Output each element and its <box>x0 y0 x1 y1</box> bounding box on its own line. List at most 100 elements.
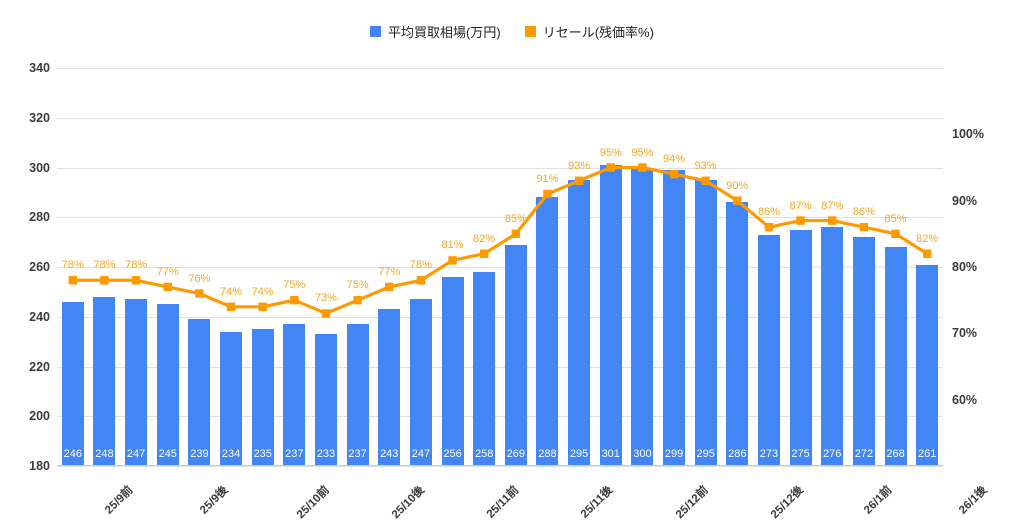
bar[interactable] <box>283 324 306 466</box>
line-marker[interactable] <box>131 276 141 285</box>
legend-item-line-series[interactable]: リセール(残価率%) <box>524 22 654 41</box>
bar[interactable] <box>821 227 844 466</box>
legend-item-bar-series[interactable]: 平均買取相場(万円) <box>370 22 501 41</box>
line-marker[interactable] <box>195 289 204 298</box>
line-value-label: 95% <box>631 146 654 159</box>
bar[interactable] <box>93 296 116 466</box>
line-marker[interactable] <box>479 249 489 258</box>
gridline <box>57 217 943 219</box>
bar[interactable] <box>473 271 496 466</box>
bar[interactable] <box>757 234 780 466</box>
bar[interactable] <box>125 299 148 466</box>
bar[interactable] <box>156 304 179 466</box>
line-marker[interactable] <box>669 169 679 179</box>
y-axis-right-tick: 100% <box>952 127 984 142</box>
bar-value-label: 288 <box>538 448 557 460</box>
line-marker[interactable] <box>701 176 710 185</box>
bar[interactable] <box>884 247 907 466</box>
bar[interactable] <box>852 237 875 466</box>
bar[interactable] <box>61 301 84 466</box>
line-marker[interactable] <box>891 229 900 239</box>
gridline <box>57 316 943 318</box>
bar[interactable] <box>789 229 812 466</box>
bar-value-label: 243 <box>380 448 399 460</box>
bar[interactable] <box>568 179 591 466</box>
line-marker[interactable] <box>828 216 837 225</box>
line-marker[interactable] <box>922 249 932 258</box>
bar[interactable] <box>251 329 274 466</box>
bar[interactable] <box>188 319 211 466</box>
line-value-label: 73% <box>314 292 337 305</box>
y-axis-left-tick: 340 <box>29 61 50 75</box>
x-axis-tick-label: 25/10前 <box>294 484 332 522</box>
bar[interactable] <box>694 179 717 466</box>
line-marker[interactable] <box>511 229 521 239</box>
bar-value-label: 261 <box>917 448 937 460</box>
bar-value-label: 268 <box>886 448 905 460</box>
y-axis-left-tick: 220 <box>29 359 50 374</box>
bar[interactable] <box>409 299 432 466</box>
bar[interactable] <box>599 165 622 466</box>
line-marker[interactable] <box>321 309 331 318</box>
line-marker[interactable] <box>733 196 742 205</box>
line-marker[interactable] <box>574 176 584 185</box>
x-axis-tick-label: 25/9後 <box>197 484 231 517</box>
y-axis-right-tick: 80% <box>952 260 978 274</box>
bar-value-label: 301 <box>601 448 620 460</box>
line-marker[interactable] <box>859 223 869 232</box>
line-marker[interactable] <box>163 282 172 292</box>
line-marker[interactable] <box>258 302 267 311</box>
line-marker[interactable] <box>796 216 805 225</box>
bar[interactable] <box>346 324 369 466</box>
bar-value-label: 239 <box>190 448 209 460</box>
line-series-layer: 78% 78% 78% 77% 76% 74% 74% 75% 73% 75% 77% 78% 81% 8… <box>57 68 943 466</box>
gridline <box>57 68 943 69</box>
y-axis-left-tick: 260 <box>29 260 50 274</box>
bar[interactable] <box>441 276 464 466</box>
line-marker[interactable] <box>226 302 236 311</box>
bar[interactable] <box>916 264 939 466</box>
bar[interactable] <box>378 309 401 466</box>
x-axis-tick-label: 25/11後 <box>579 484 616 521</box>
y-axis-left-tick: 180 <box>29 459 50 473</box>
line-marker[interactable] <box>68 276 78 285</box>
line-marker[interactable] <box>353 295 362 305</box>
line-value-label: 85% <box>884 212 907 225</box>
line-marker[interactable] <box>606 163 615 172</box>
legend-swatch-orange <box>524 26 536 37</box>
line-marker[interactable] <box>100 276 109 285</box>
bar-value-label: 256 <box>443 448 462 460</box>
line-marker[interactable] <box>543 189 552 199</box>
bar-value-label: 247 <box>411 448 431 460</box>
line-marker[interactable] <box>416 276 426 285</box>
bar[interactable] <box>314 334 337 466</box>
bar[interactable] <box>726 202 749 466</box>
line-path-svg <box>68 163 932 318</box>
bar-value-label: 248 <box>95 448 114 460</box>
bar-value-label: 235 <box>253 448 272 460</box>
bar[interactable] <box>631 167 654 466</box>
x-axis-tick-label: 25/12前 <box>674 484 712 522</box>
gridline <box>57 167 943 169</box>
bar-value-label: 275 <box>791 448 810 460</box>
line-marker[interactable] <box>638 163 647 172</box>
bar-value-label: 247 <box>126 448 146 460</box>
bar-value-label: 295 <box>696 448 715 460</box>
line-value-label: 74% <box>251 285 274 298</box>
line-path <box>71 165 929 316</box>
line-value-label: 91% <box>536 173 559 186</box>
line-marker[interactable] <box>764 223 774 232</box>
line-marker[interactable] <box>448 256 457 265</box>
bar[interactable] <box>504 244 527 466</box>
x-axis-tick-label: 25/12後 <box>769 484 807 522</box>
line-value-label: 86% <box>852 206 875 219</box>
bar[interactable] <box>536 197 559 466</box>
bar[interactable] <box>220 331 243 466</box>
bar-value-label: 269 <box>506 448 525 460</box>
plot-area: 246 248 247 245 239 234 235 237 233 237 243 247 256 2… <box>57 68 990 521</box>
line-marker[interactable] <box>385 282 394 292</box>
line-value-label: 86% <box>757 206 780 219</box>
bar[interactable] <box>663 170 686 466</box>
line-marker[interactable] <box>290 295 299 305</box>
